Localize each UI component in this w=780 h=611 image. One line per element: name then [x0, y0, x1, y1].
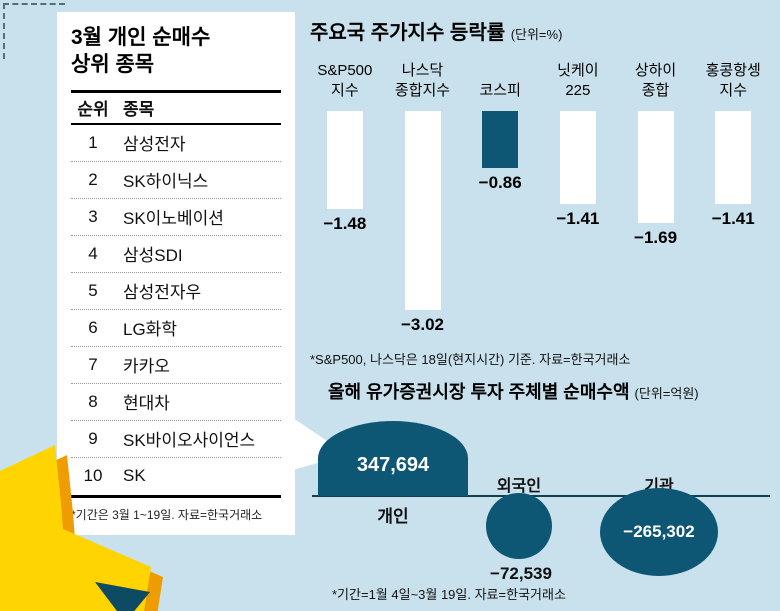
table-row: 1 삼성전자: [71, 125, 281, 162]
bar-nikkei225: [559, 111, 596, 204]
bar-label: 코스피: [479, 55, 520, 101]
rank-cell: 8: [88, 391, 98, 411]
stock-cell: SK하이닉스: [123, 172, 209, 192]
bars-row: S&P500 지수 −1.48 나스닥 종합지수 −3.02 코스피: [306, 55, 772, 335]
label-line: 닛케이: [557, 61, 599, 79]
table-row: 4 삼성SDI: [71, 236, 281, 273]
bubble-foreign-label: 외국인: [496, 478, 542, 495]
bar-column-sp500: S&P500 지수 −1.48: [306, 55, 384, 335]
bar-label: 나스닥 종합지수: [395, 55, 450, 101]
bar-label: 홍콩항셍 지수: [706, 55, 761, 101]
table-row: 10 SK: [71, 458, 281, 495]
bubble-individual-label: 개인: [377, 507, 409, 526]
stock-cell: 삼성전자: [123, 135, 186, 155]
rank-cell: 5: [88, 280, 98, 300]
top-stocks-panel: 3월 개인 순매수 상위 종목 순위 종목 1 삼성전자 2 SK하이닉스 3 …: [57, 12, 295, 535]
panel-title-line2: 상위 종목: [71, 53, 155, 77]
bar-sp500: [326, 111, 363, 209]
bubble-institution: −265,302: [600, 488, 718, 576]
bar-kospi: [482, 111, 519, 168]
stock-cell: SK이노베이션: [123, 209, 224, 229]
bar-label: 상하이 종합: [635, 55, 676, 101]
bar-value: −3.02: [401, 315, 445, 334]
rank-cell: 9: [88, 428, 98, 448]
stock-cell: 카카오: [123, 357, 170, 377]
table-footnote: *기간은 3월 1~19일. 자료=한국거래소: [71, 507, 263, 522]
label-line: 종합: [641, 81, 670, 99]
stock-cell: 삼성전자우: [123, 283, 202, 303]
label-line: 지수: [331, 81, 359, 99]
bar-label: 닛케이 225: [557, 55, 598, 101]
bar-hangseng: [715, 111, 752, 204]
bubble-chart-title-text: 올해 유가증권시장 투자 주체별 순매수액: [328, 382, 630, 402]
rank-cell: 10: [83, 466, 103, 486]
rank-cell: 4: [88, 243, 98, 263]
bar-chart-unit: (단위=%): [510, 27, 563, 42]
label-line: 225: [565, 81, 591, 99]
panel-title-line1: 3월 개인 순매수: [71, 26, 211, 49]
zero-baseline: [312, 495, 770, 497]
label-line: 종합지수: [394, 81, 451, 99]
bubble-foreign-value: −72,539: [490, 564, 552, 583]
bar-column-nikkei225: 닛케이 225 −1.41: [539, 55, 617, 335]
label-line: 홍콩항셍: [705, 61, 761, 79]
header-stock: 종목: [123, 100, 155, 120]
bar-nasdaq: [404, 111, 441, 310]
table-row: 6 LG화학: [71, 310, 281, 347]
bar-column-nasdaq: 나스닥 종합지수 −3.02: [384, 55, 462, 335]
investor-bubble-chart: 올해 유가증권시장 투자 주체별 순매수액 (단위=억원) 347,694 개인…: [306, 378, 776, 611]
crop-mark: [3, 3, 65, 59]
rank-cell: 7: [88, 354, 98, 374]
panel-title: 3월 개인 순매수 상위 종목: [71, 24, 281, 79]
bar-value: −1.41: [711, 209, 755, 228]
table-row: 9 SK바이오사이언스: [71, 421, 281, 458]
bar-label: S&P500 지수: [317, 55, 372, 101]
bar-chart-title-text: 주요국 주가지수 등락률: [310, 22, 506, 44]
bar-column-hangseng: 홍콩항셍 지수 −1.41: [694, 55, 772, 335]
stock-cell: SK: [123, 466, 146, 486]
table-row: 3 SK이노베이션: [71, 199, 281, 236]
bar-value: −0.86: [478, 173, 522, 192]
label-line: 코스피: [479, 81, 521, 99]
stock-cell: 삼성SDI: [123, 246, 183, 266]
stock-cell: SK바이오사이언스: [123, 431, 256, 451]
bar-value: −1.41: [556, 209, 600, 228]
rank-cell: 6: [88, 317, 98, 337]
bar-chart-footnote: *S&P500, 나스닥은 18일(현지시간) 기준. 자료=한국거래소: [310, 352, 631, 367]
label-line: 지수: [719, 81, 747, 99]
table-body: 1 삼성전자 2 SK하이닉스 3 SK이노베이션 4 삼성SDI 5 삼성전자…: [71, 125, 281, 498]
bubble-chart-footnote: *기간=1월 4일~3월 19일. 자료=한국거래소: [332, 587, 566, 602]
rank-cell: 2: [88, 169, 98, 189]
bar-column-shanghai: 상하이 종합 −1.69: [617, 55, 695, 335]
bar-value: −1.48: [323, 214, 367, 233]
header-rank: 순위: [77, 100, 109, 120]
table-row: 8 현대차: [71, 384, 281, 421]
stock-cell: LG화학: [123, 320, 177, 340]
bar-chart-title: 주요국 주가지수 등락률 (단위=%): [310, 16, 772, 45]
label-line: 상하이: [634, 61, 677, 79]
label-line: S&P500: [317, 61, 373, 79]
stock-cell: 현대차: [123, 394, 170, 414]
rank-cell: 1: [88, 132, 98, 152]
table-header: 순위 종목: [71, 89, 281, 125]
table-row: 5 삼성전자우: [71, 273, 281, 310]
bubble-foreign: [486, 493, 552, 559]
bubble-chart-unit: (단위=억원): [634, 386, 699, 401]
index-change-chart: 주요국 주가지수 등락률 (단위=%) S&P500 지수 −1.48 나스닥 …: [306, 16, 772, 368]
bubble-individual: 347,694: [318, 421, 468, 496]
bubble-institution-value: −265,302: [623, 522, 695, 541]
bar-shanghai: [637, 111, 674, 223]
table-row: 2 SK하이닉스: [71, 162, 281, 199]
bar-column-kospi: 코스피 −0.86: [461, 55, 539, 335]
rank-cell: 3: [88, 206, 98, 226]
table-row: 7 카카오: [71, 347, 281, 384]
bubble-individual-value: 347,694: [356, 454, 430, 476]
bar-value: −1.69: [634, 228, 678, 247]
bubble-chart-title: 올해 유가증권시장 투자 주체별 순매수액 (단위=억원): [328, 378, 699, 404]
label-line: 나스닥: [401, 61, 444, 79]
